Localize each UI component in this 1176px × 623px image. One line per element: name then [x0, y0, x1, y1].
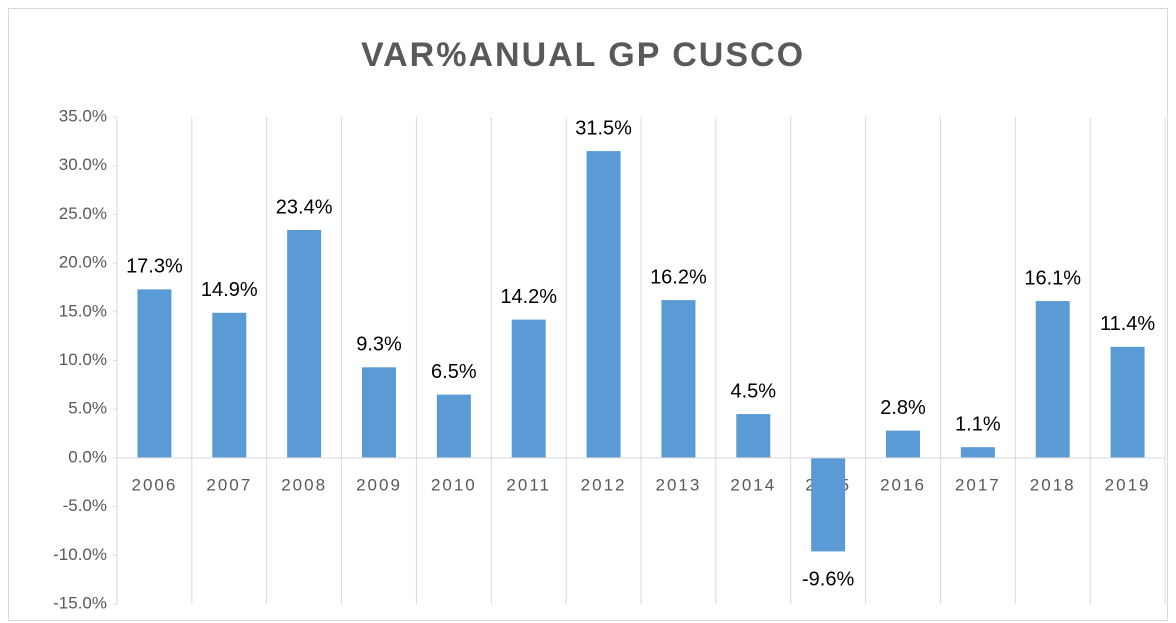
data-label: 31.5% [575, 117, 632, 139]
bar [212, 312, 247, 458]
bar [586, 151, 621, 458]
bar [1110, 346, 1145, 458]
data-label: 23.4% [276, 196, 333, 218]
bar [1035, 301, 1070, 458]
y-tick-label: 5.0% [68, 399, 107, 418]
data-label: -9.6% [802, 569, 854, 591]
y-tick-label: -15.0% [53, 593, 107, 612]
x-tick-label: 2009 [356, 475, 402, 494]
y-tick-label: 25.0% [59, 204, 107, 223]
x-tick-label: 2012 [581, 475, 627, 494]
x-tick-label: 2010 [431, 475, 477, 494]
bar [287, 229, 322, 458]
data-label: 1.1% [955, 413, 1001, 435]
x-tick-label: 2018 [1030, 475, 1076, 494]
data-label: 2.8% [880, 397, 926, 419]
data-label: 6.5% [431, 361, 477, 383]
y-tick-label: 10.0% [59, 350, 107, 369]
x-tick-label: 2014 [730, 475, 776, 494]
data-label: 11.4% [1100, 313, 1155, 335]
bar [511, 319, 546, 458]
y-tick-label: 20.0% [59, 253, 107, 272]
bar [736, 414, 771, 458]
data-label: 16.1% [1024, 267, 1081, 289]
bar [960, 447, 995, 458]
chart-title: VAR%ANUAL GP CUSCO [361, 36, 805, 74]
x-tick-label: 2013 [656, 475, 702, 494]
x-tick-label: 2007 [206, 475, 252, 494]
data-label: 16.2% [650, 266, 707, 288]
bar [661, 300, 696, 458]
bar [137, 289, 172, 458]
x-tick-label: 2008 [281, 475, 327, 494]
bar [811, 457, 846, 552]
x-tick-label: 2017 [955, 475, 1001, 494]
data-label: 17.3% [126, 256, 183, 278]
bar [436, 394, 471, 458]
data-label: 4.5% [730, 380, 776, 402]
x-tick-label: 2006 [132, 475, 178, 494]
x-tick-label: 2016 [880, 475, 926, 494]
x-tick-label: 2011 [506, 475, 551, 494]
y-tick-label: 35.0% [59, 106, 107, 125]
y-tick-label: -10.0% [53, 545, 107, 564]
y-tick-label: 30.0% [59, 155, 107, 174]
data-label: 9.3% [356, 334, 402, 356]
data-label: 14.9% [201, 279, 258, 301]
bar [886, 430, 920, 458]
y-tick-label: 0.0% [68, 447, 107, 466]
data-label: 14.2% [500, 286, 557, 308]
bar [362, 367, 396, 458]
y-tick-label: -5.0% [63, 496, 107, 515]
y-tick-label: 15.0% [59, 301, 107, 320]
x-tick-label: 2019 [1105, 475, 1151, 494]
